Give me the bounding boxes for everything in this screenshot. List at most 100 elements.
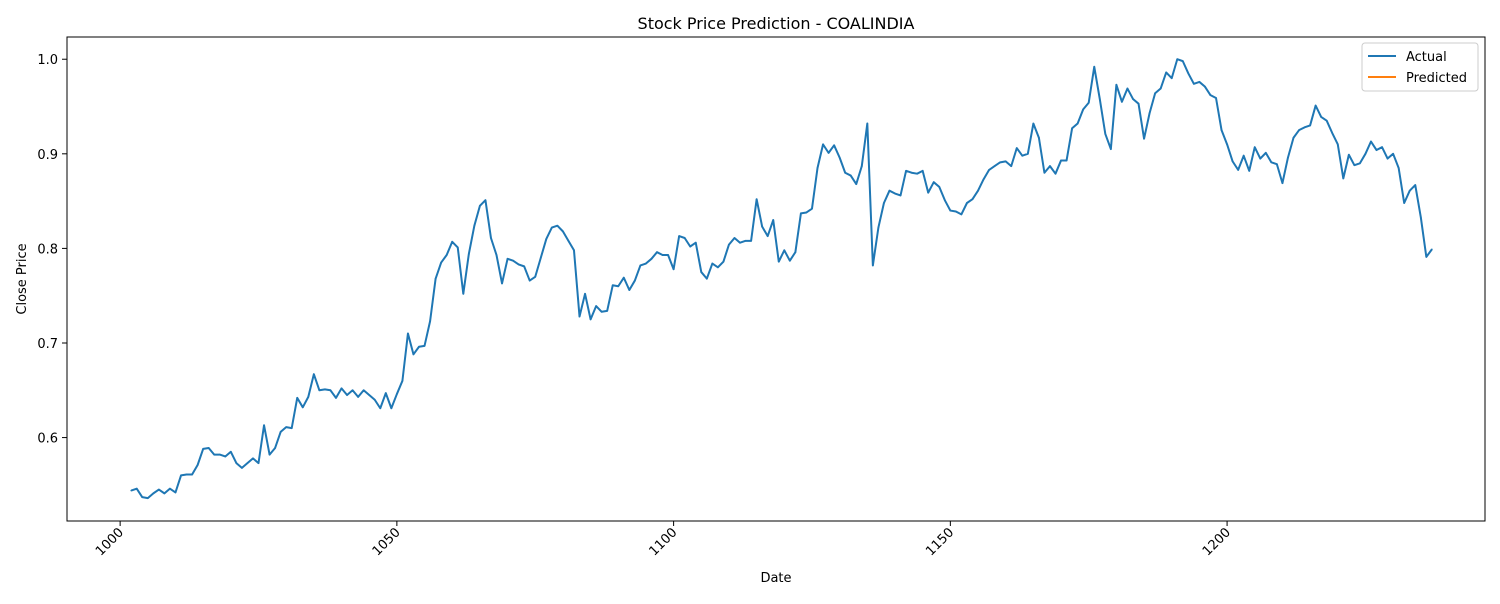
- plot-area: [130, 58, 1433, 500]
- data-point: [772, 219, 775, 221]
- data-point: [1265, 152, 1267, 154]
- data-point: [971, 198, 974, 201]
- data-point: [611, 284, 614, 287]
- data-point: [224, 455, 227, 458]
- data-point: [1414, 184, 1417, 186]
- data-point: [1187, 72, 1190, 75]
- data-point: [1248, 170, 1251, 172]
- y-axis-label: Close Price: [15, 243, 30, 314]
- data-point: [246, 462, 249, 464]
- data-point: [589, 318, 592, 321]
- data-point: [938, 186, 941, 188]
- data-point: [1408, 189, 1411, 192]
- data-point: [362, 389, 365, 392]
- data-point: [888, 189, 891, 192]
- data-point: [329, 389, 332, 392]
- data-point: [1242, 154, 1245, 157]
- data-point: [766, 235, 769, 237]
- data-point: [556, 224, 559, 227]
- data-point: [1420, 216, 1422, 218]
- data-point: [268, 453, 271, 456]
- data-point: [678, 235, 680, 237]
- data-points-actual: [130, 58, 1433, 499]
- x-axis: 1000 1050 1100 1150 1200: [93, 521, 1234, 559]
- data-point: [661, 254, 664, 256]
- data-point: [1038, 136, 1040, 139]
- data-point: [877, 226, 880, 229]
- data-point: [263, 424, 265, 427]
- data-point: [191, 473, 193, 476]
- legend-label-actual: Actual: [1406, 50, 1447, 65]
- data-point: [1303, 126, 1306, 129]
- data-point: [844, 171, 846, 174]
- data-point: [285, 426, 287, 428]
- data-point: [733, 237, 736, 239]
- data-point: [202, 448, 204, 450]
- data-point: [158, 488, 160, 491]
- data-point: [418, 345, 420, 348]
- data-point: [1386, 157, 1389, 160]
- data-point: [777, 260, 780, 263]
- data-point: [534, 275, 537, 278]
- x-tick-label: 1200: [1200, 525, 1234, 559]
- y-tick-label: 0.7: [37, 337, 58, 352]
- data-point: [1353, 164, 1356, 166]
- data-point: [977, 189, 979, 192]
- x-tick-label: 1100: [646, 525, 680, 559]
- legend-label-predicted: Predicted: [1406, 71, 1467, 86]
- data-point: [1098, 98, 1101, 100]
- data-point: [335, 397, 337, 399]
- data-point: [683, 237, 686, 239]
- data-point: [1270, 161, 1273, 164]
- data-point: [1392, 153, 1394, 155]
- data-point: [921, 170, 924, 172]
- data-point: [944, 199, 946, 201]
- data-point: [468, 253, 470, 255]
- data-point: [694, 241, 697, 244]
- data-point: [711, 262, 714, 265]
- data-point: [1215, 97, 1217, 99]
- x-tick-label: 1150: [923, 525, 957, 559]
- data-point: [999, 161, 1001, 164]
- data-point: [595, 305, 597, 307]
- data-point: [473, 224, 476, 227]
- data-point: [429, 320, 431, 323]
- data-point: [1087, 101, 1090, 104]
- data-point: [379, 407, 382, 410]
- data-point: [1359, 162, 1361, 165]
- data-point: [955, 210, 957, 213]
- data-point: [257, 462, 260, 464]
- data-point: [1375, 149, 1378, 151]
- data-point: [274, 447, 276, 449]
- data-point: [988, 169, 990, 171]
- data-point: [1336, 143, 1339, 146]
- data-point: [1309, 124, 1311, 127]
- data-point: [551, 226, 553, 229]
- data-point: [207, 447, 210, 449]
- data-point: [479, 205, 481, 207]
- data-point: [634, 279, 636, 282]
- data-point: [1342, 177, 1345, 180]
- data-point: [1126, 87, 1129, 90]
- data-point: [966, 202, 968, 204]
- data-point: [1381, 146, 1383, 148]
- legend: Actual Predicted: [1361, 42, 1479, 92]
- data-point: [501, 282, 503, 285]
- data-point: [645, 262, 647, 265]
- y-axis: 0.6 0.7 0.8 0.9 1.0: [37, 53, 67, 447]
- data-point: [993, 165, 996, 167]
- data-point: [1209, 94, 1212, 96]
- data-point: [252, 457, 254, 460]
- data-point: [163, 492, 166, 495]
- data-point: [1431, 248, 1433, 251]
- y-tick-label: 0.8: [37, 242, 58, 257]
- data-point: [539, 257, 542, 259]
- data-point: [180, 474, 182, 477]
- data-point: [1237, 169, 1239, 171]
- data-point: [1015, 147, 1018, 149]
- data-point: [717, 266, 719, 269]
- data-point: [728, 243, 730, 246]
- data-point: [528, 279, 531, 282]
- data-point: [761, 225, 763, 228]
- data-point: [517, 263, 520, 266]
